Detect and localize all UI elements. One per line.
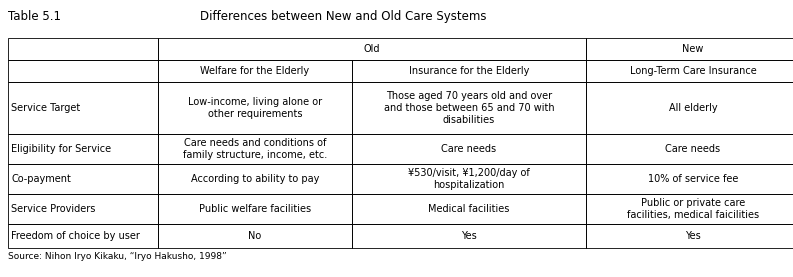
Text: Co-payment: Co-payment bbox=[11, 174, 71, 184]
Bar bbox=[352, 224, 586, 248]
Bar bbox=[586, 60, 793, 82]
Text: Yes: Yes bbox=[461, 231, 477, 241]
Text: Yes: Yes bbox=[685, 231, 701, 241]
Bar bbox=[352, 194, 586, 224]
Bar bbox=[352, 82, 586, 134]
Text: Those aged 70 years old and over
and those between 65 and 70 with
disabilities: Those aged 70 years old and over and tho… bbox=[384, 91, 554, 125]
Bar bbox=[8, 82, 158, 134]
Text: All elderly: All elderly bbox=[668, 103, 718, 113]
Bar bbox=[352, 164, 586, 194]
Text: Old: Old bbox=[364, 44, 381, 54]
Text: Freedom of choice by user: Freedom of choice by user bbox=[11, 231, 140, 241]
Text: Eligibility for Service: Eligibility for Service bbox=[11, 144, 111, 154]
Bar bbox=[158, 194, 352, 224]
Text: ¥530/visit, ¥1,200/day of
hospitalization: ¥530/visit, ¥1,200/day of hospitalizatio… bbox=[408, 168, 530, 190]
Text: Public welfare facilities: Public welfare facilities bbox=[199, 204, 311, 214]
Text: Public or private care
facilities, medical faicilities: Public or private care facilities, medic… bbox=[627, 198, 759, 220]
Bar bbox=[586, 134, 793, 164]
Bar bbox=[158, 82, 352, 134]
Bar bbox=[586, 224, 793, 248]
Text: Differences between New and Old Care Systems: Differences between New and Old Care Sys… bbox=[200, 10, 486, 23]
Text: Care needs: Care needs bbox=[665, 144, 721, 154]
Text: According to ability to pay: According to ability to pay bbox=[191, 174, 320, 184]
Text: No: No bbox=[248, 231, 262, 241]
Bar bbox=[586, 82, 793, 134]
Text: Care needs and conditions of
family structure, income, etc.: Care needs and conditions of family stru… bbox=[183, 138, 328, 160]
Text: Service Providers: Service Providers bbox=[11, 204, 95, 214]
Bar bbox=[158, 38, 586, 60]
Text: Long-Term Care Insurance: Long-Term Care Insurance bbox=[630, 66, 757, 76]
Bar bbox=[8, 38, 158, 60]
Bar bbox=[8, 224, 158, 248]
Bar bbox=[158, 134, 352, 164]
Text: Source: Nihon Iryo Kikaku, “Iryo Hakusho, 1998”: Source: Nihon Iryo Kikaku, “Iryo Hakusho… bbox=[8, 252, 227, 261]
Bar bbox=[8, 194, 158, 224]
Text: Insurance for the Elderly: Insurance for the Elderly bbox=[409, 66, 529, 76]
Bar bbox=[158, 224, 352, 248]
Text: New: New bbox=[682, 44, 703, 54]
Bar bbox=[8, 60, 158, 82]
Text: Medical facilities: Medical facilities bbox=[428, 204, 510, 214]
Text: Welfare for the Elderly: Welfare for the Elderly bbox=[201, 66, 309, 76]
Bar bbox=[158, 60, 352, 82]
Bar bbox=[352, 134, 586, 164]
Text: Care needs: Care needs bbox=[442, 144, 496, 154]
Bar bbox=[586, 164, 793, 194]
Bar bbox=[352, 60, 586, 82]
Text: Table 5.1: Table 5.1 bbox=[8, 10, 61, 23]
Text: Service Target: Service Target bbox=[11, 103, 80, 113]
Bar bbox=[8, 134, 158, 164]
Text: Low-income, living alone or
other requirements: Low-income, living alone or other requir… bbox=[188, 97, 322, 119]
Bar bbox=[586, 38, 793, 60]
Text: 10% of service fee: 10% of service fee bbox=[648, 174, 738, 184]
Bar bbox=[158, 164, 352, 194]
Bar bbox=[586, 194, 793, 224]
Bar bbox=[8, 164, 158, 194]
